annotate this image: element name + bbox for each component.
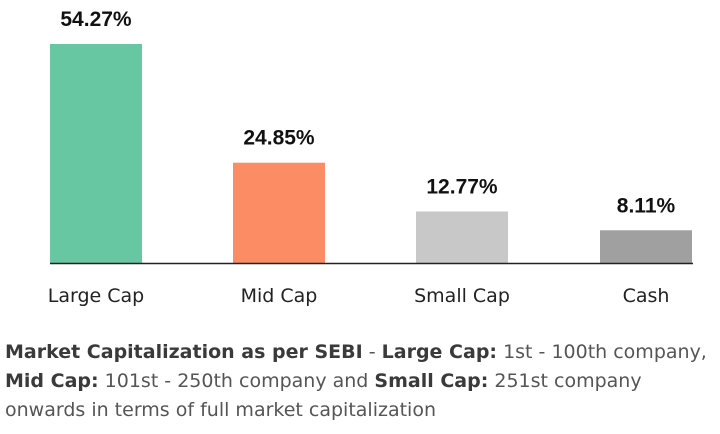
- footnote-mid-cap-text: 101st - 250th company and: [98, 370, 375, 392]
- bar-small-cap: [416, 211, 508, 263]
- value-label-large-cap: 54.27%: [60, 8, 132, 31]
- footnote-text-1: -: [362, 341, 382, 363]
- category-label-small-cap: Small Cap: [414, 285, 510, 307]
- footnote-large-cap-label: Large Cap:: [381, 341, 498, 363]
- bar-mid-cap: [233, 162, 325, 263]
- footnote-mid-cap-label: Mid Cap:: [5, 370, 99, 392]
- footnote-large-cap-text: 1st - 100th company,: [497, 341, 707, 363]
- footnote-small-cap-label: Small Cap:: [374, 370, 489, 392]
- bar-cash: [600, 230, 692, 263]
- value-label-mid-cap: 24.85%: [243, 127, 315, 150]
- bar-large-cap: [50, 44, 142, 263]
- category-label-cash: Cash: [623, 285, 670, 307]
- category-label-mid-cap: Mid Cap: [241, 285, 318, 307]
- footnote-heading: Market Capitalization as per SEBI: [5, 341, 363, 363]
- footnote: Market Capitalization as per SEBI - Larg…: [5, 338, 717, 425]
- footnote-small-cap-text: 251st company onwards in terms of full m…: [5, 370, 642, 421]
- value-label-small-cap: 12.77%: [426, 175, 498, 198]
- bar-chart: 54.27% Large Cap 24.85% Mid Cap 12.77% Small …: [48, 8, 693, 307]
- value-label-cash: 8.11%: [617, 194, 676, 217]
- category-label-large-cap: Large Cap: [48, 285, 144, 307]
